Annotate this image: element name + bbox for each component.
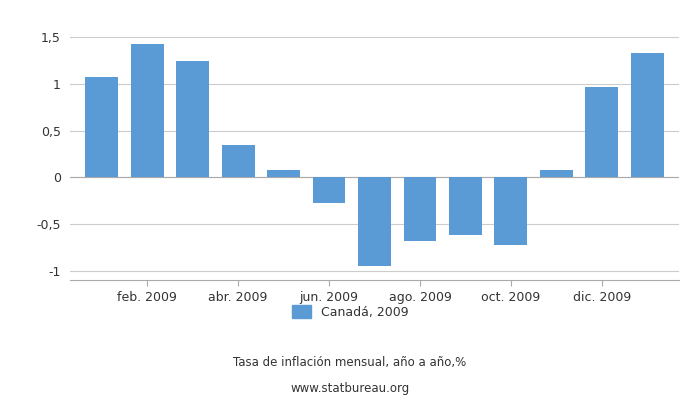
Bar — [131, 44, 164, 177]
Text: Tasa de inflación mensual, año a año,%: Tasa de inflación mensual, año a año,% — [233, 356, 467, 369]
Bar — [449, 177, 482, 235]
Bar — [176, 61, 209, 177]
Legend: Canadá, 2009: Canadá, 2009 — [287, 300, 413, 324]
Bar — [404, 177, 436, 241]
Bar — [313, 177, 345, 202]
Bar — [85, 78, 118, 177]
Bar — [585, 87, 618, 177]
Bar — [267, 170, 300, 177]
Bar — [494, 177, 527, 246]
Bar — [631, 53, 664, 177]
Bar — [540, 170, 573, 177]
Text: www.statbureau.org: www.statbureau.org — [290, 382, 410, 395]
Bar — [358, 177, 391, 266]
Bar — [222, 145, 255, 177]
